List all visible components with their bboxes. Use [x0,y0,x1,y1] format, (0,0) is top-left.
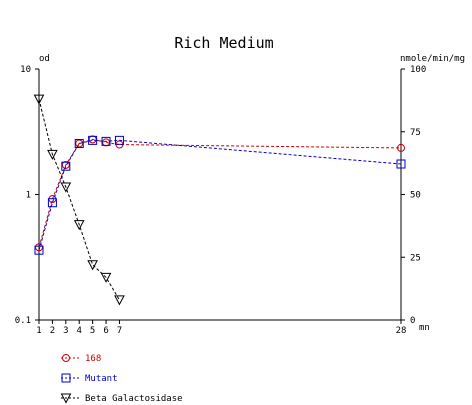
right-axis-label: nmole/min/mg [400,54,465,64]
right-tick-label: 100 [410,65,426,75]
left-tick-label: 0.1 [15,316,31,326]
legend-label: 168 [85,354,101,364]
left-axis-label: od [39,54,50,64]
x-tick-label: 4 [77,326,82,336]
series-line-168 [38,138,402,248]
x-tick-label: 3 [63,326,68,336]
legend-label: Beta Galactosidase [85,394,183,404]
data-point-beta-galactosidase [100,272,112,283]
data-point-beta-galactosidase [87,260,98,271]
x-tick-label: 28 [396,326,407,336]
data-point-mutant [34,245,44,255]
right-tick-label: 0 [410,316,415,326]
right-tick-label: 25 [410,253,421,263]
data-point-mutant [74,138,84,148]
x-unit-label: mn [419,323,430,333]
x-tick-label: 1 [36,326,41,336]
left-tick-label: 1 [26,191,31,201]
right-tick-label: 75 [410,128,421,138]
data-point-beta-galactosidase [60,182,72,193]
x-tick-label: 2 [50,326,55,336]
data-point-beta-galactosidase [47,149,58,160]
x-tick-label: 7 [117,326,122,336]
chart-title: Rich Medium [174,34,273,52]
legend-marker [60,393,72,404]
data-point-mutant [61,161,71,171]
right-tick-label: 50 [410,191,421,201]
data-point-beta-galactosidase [73,220,85,231]
data-point-168 [397,143,405,152]
series-layer [33,94,406,306]
data-point-mutant [396,159,406,169]
left-tick-label: 10 [20,65,31,75]
data-point-beta-galactosidase [114,295,125,306]
x-tick-label: 5 [90,326,95,336]
data-point-mutant [88,135,98,145]
series-line-beta-galactosidase [38,99,120,301]
legend-marker [62,354,70,362]
series-line-mutant [38,139,402,251]
legend-marker [61,373,71,383]
legend-label: Mutant [85,374,118,384]
legend: 168 Mutant Beta Galactosidase [60,354,183,404]
data-point-beta-galactosidase [33,94,45,105]
data-point-mutant [47,198,57,208]
x-tick-label: 6 [103,326,108,336]
data-point-mutant [114,135,124,145]
data-point-mutant [101,136,111,146]
